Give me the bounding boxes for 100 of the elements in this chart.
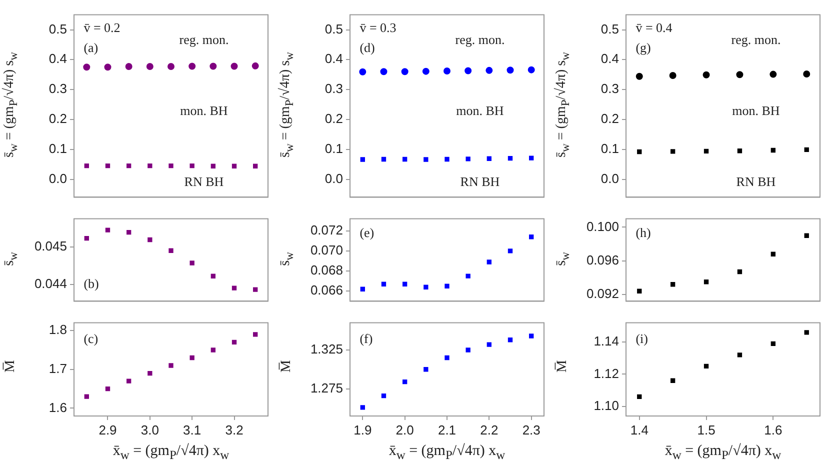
- x-tick-label: 2.2: [480, 422, 498, 438]
- point: [704, 364, 709, 369]
- point: [360, 405, 365, 410]
- y-tick-label: 0.100: [586, 218, 619, 234]
- point: [148, 237, 152, 242]
- y-tick-label: 1.8: [48, 322, 67, 338]
- y-tick-label: 1.6: [48, 400, 67, 415]
- point: [401, 68, 408, 76]
- y-tick-label: 0.3: [48, 81, 67, 96]
- point: [253, 287, 258, 292]
- y-tick-label: 1.275: [310, 380, 343, 396]
- annotation: reg. mon.: [179, 32, 229, 47]
- annotation: mon. BH: [456, 102, 504, 118]
- y-tick-label: 1.12: [594, 366, 619, 381]
- x-axis-title: x̄$_{w}$ = (gm$_{P}$/√4π) x$_{w}$: [664, 443, 782, 462]
- annotation: reg. mon.: [455, 32, 505, 47]
- annotation: (d): [360, 40, 375, 55]
- y-tick-label: 0.2: [324, 111, 343, 126]
- x-tick-label: 2.0: [396, 422, 414, 438]
- point: [210, 348, 216, 352]
- point: [232, 164, 237, 168]
- y-tick-label: 1.14: [594, 334, 619, 349]
- point: [381, 282, 386, 286]
- x-tick-label: 1.6: [764, 422, 782, 438]
- point: [444, 156, 450, 162]
- y-axis-title: M̅: [3, 360, 19, 372]
- annotation: (a): [84, 40, 98, 55]
- x-tick-label: 2.9: [98, 422, 117, 438]
- point: [210, 62, 217, 70]
- annotation: v̄ = 0.4: [636, 20, 673, 35]
- y-tick-label: 0.4: [600, 51, 619, 66]
- point: [444, 355, 450, 360]
- point: [770, 70, 777, 78]
- point: [168, 63, 174, 70]
- y-tick-label: 0.1: [600, 140, 619, 156]
- point: [126, 163, 132, 168]
- annotation: RN BH: [736, 174, 776, 190]
- point: [704, 280, 709, 284]
- point: [804, 330, 809, 335]
- x-tick-label: 3.2: [225, 422, 244, 438]
- point: [190, 355, 194, 360]
- point: [105, 386, 110, 392]
- point: [486, 260, 492, 264]
- annotation: mon. BH: [732, 102, 780, 118]
- point: [380, 68, 388, 76]
- point: [188, 62, 196, 70]
- point: [804, 233, 809, 238]
- point: [190, 163, 194, 168]
- point: [770, 341, 776, 346]
- annotation: (c): [84, 331, 98, 346]
- point: [704, 148, 709, 154]
- point: [508, 156, 513, 161]
- point: [232, 340, 237, 345]
- point: [506, 66, 514, 74]
- point: [670, 282, 676, 287]
- point: [84, 163, 89, 168]
- y-tick-label: 0.5: [48, 21, 67, 36]
- point: [168, 363, 174, 368]
- y-axis-title: M̅: [555, 360, 571, 372]
- point: [637, 394, 642, 400]
- y-tick-label: 0.072: [310, 222, 343, 238]
- point: [529, 156, 534, 160]
- point: [253, 164, 258, 168]
- x-tick-label: 2.1: [438, 422, 456, 438]
- point: [466, 156, 470, 162]
- point: [486, 342, 492, 347]
- y-tick-label: 1.325: [310, 342, 343, 357]
- point: [670, 378, 676, 383]
- point: [83, 64, 90, 71]
- point: [736, 71, 744, 78]
- y-tick-label: 0.045: [34, 238, 67, 254]
- point: [168, 163, 174, 168]
- x-tick-label: 1.4: [630, 422, 648, 438]
- y-tick-label: 0.0: [600, 170, 619, 186]
- y-tick-label: 0.5: [324, 21, 343, 36]
- point: [486, 66, 493, 74]
- y-tick-label: 0.066: [310, 282, 343, 298]
- point: [508, 338, 513, 342]
- x-axis-title: x̄$_{w}$ = (gm$_{P}$/√4π) x$_{w}$: [388, 443, 506, 462]
- point: [444, 68, 450, 75]
- point: [402, 379, 408, 384]
- x-tick-label: 3.0: [140, 422, 159, 438]
- point: [148, 370, 152, 376]
- y-axis-title: M̅: [279, 360, 295, 372]
- point: [529, 234, 534, 240]
- y-tick-label: 0.4: [48, 51, 67, 66]
- point: [359, 68, 366, 76]
- y-tick-label: 0.1: [324, 140, 343, 156]
- point: [104, 64, 112, 71]
- y-tick-label: 0.092: [586, 286, 619, 302]
- y-tick-label: 0.3: [600, 81, 619, 96]
- point: [422, 68, 430, 75]
- point: [190, 260, 194, 266]
- y-tick-label: 1.10: [594, 398, 619, 413]
- point: [402, 282, 408, 286]
- y-tick-label: 0.2: [600, 111, 619, 126]
- y-tick-label: 0.070: [310, 242, 343, 258]
- annotation: RN BH: [184, 174, 224, 190]
- point: [424, 284, 428, 290]
- point: [126, 230, 132, 235]
